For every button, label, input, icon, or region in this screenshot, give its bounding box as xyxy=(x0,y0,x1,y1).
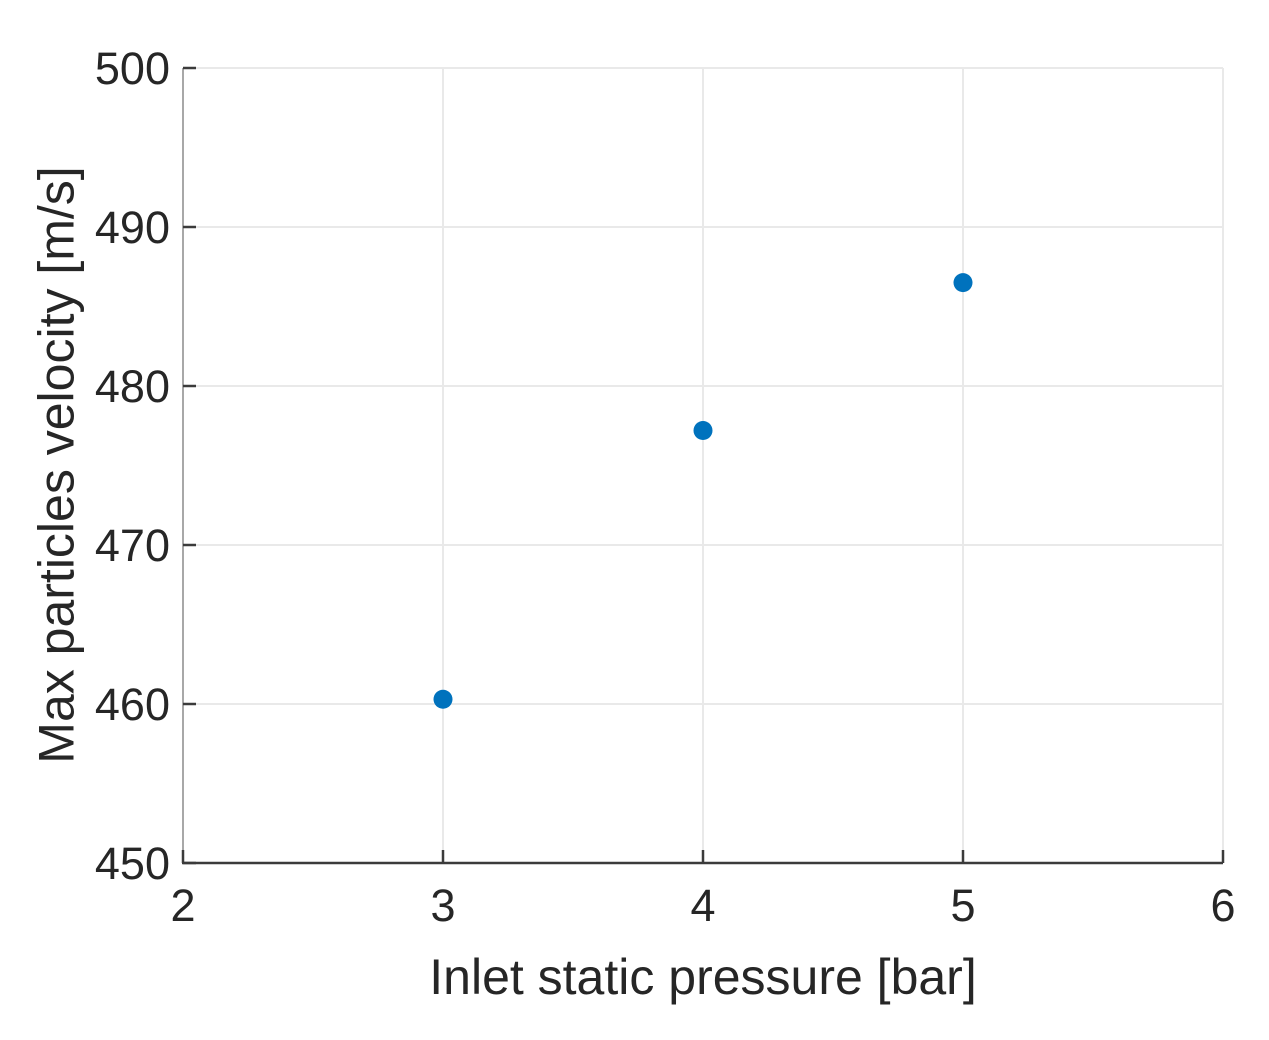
data-point xyxy=(953,273,973,293)
y-tick-label: 470 xyxy=(95,520,170,571)
y-tick-label: 500 xyxy=(95,43,170,94)
data-point xyxy=(433,689,453,709)
tick-layer xyxy=(181,66,1225,865)
x-tick-label: 4 xyxy=(690,880,715,931)
y-axis-label: Max particles velocity [m/s] xyxy=(29,166,85,763)
tick-label-layer: 2 3 4 5 6 450 460 470 480 490 500 xyxy=(95,43,1236,931)
x-axis-label: Inlet static pressure [bar] xyxy=(429,949,976,1005)
point-layer xyxy=(433,273,973,709)
y-tick-label: 480 xyxy=(95,361,170,412)
y-tick-label: 460 xyxy=(95,679,170,730)
x-tick-label: 2 xyxy=(170,880,195,931)
y-tick-label: 450 xyxy=(95,838,170,889)
x-tick-label: 5 xyxy=(950,880,975,931)
x-tick-label: 3 xyxy=(430,880,455,931)
grid-layer xyxy=(183,67,1224,863)
x-tick-label: 6 xyxy=(1210,880,1235,931)
data-point xyxy=(693,421,713,441)
y-tick-label: 490 xyxy=(95,202,170,253)
